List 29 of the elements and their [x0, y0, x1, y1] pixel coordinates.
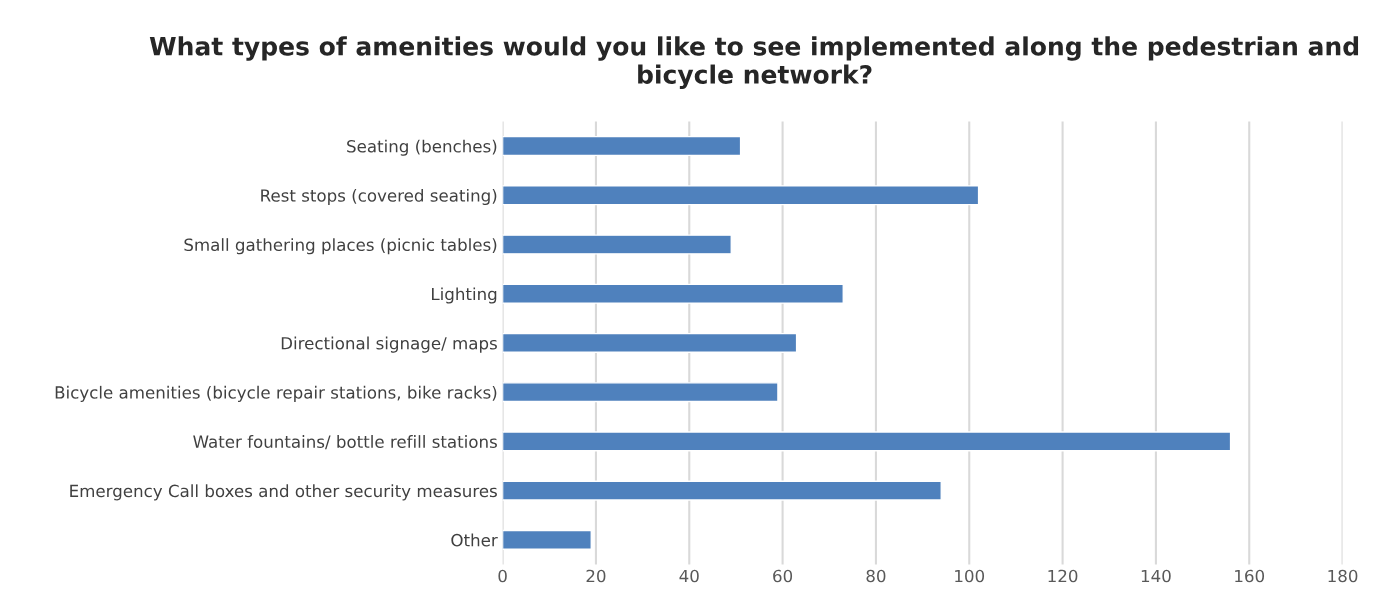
x-tick-label: 180: [1328, 569, 1358, 583]
x-tick-label: 40: [679, 569, 699, 583]
bar: [502, 135, 742, 157]
y-tick-label: Emergency Call boxes and other security measures: [70, 484, 497, 501]
y-tick-label: Rest stops (covered seating): [261, 188, 497, 206]
x-tick-label: 0: [498, 569, 507, 583]
y-tick-label: Seating (benches): [347, 139, 497, 156]
bar: [502, 382, 779, 403]
bar: [502, 332, 798, 354]
bar: [502, 480, 942, 501]
y-tick-label: Bicycle amenities (bicycle repair stations, bike racks): [55, 385, 497, 402]
y-tick-label: Lighting: [432, 287, 497, 304]
x-tick-label: 60: [773, 569, 793, 583]
x-tick-label: 120: [1048, 569, 1078, 583]
x-tick-label: 140: [1141, 569, 1171, 583]
x-tick-label: 80: [866, 569, 886, 583]
bar: [502, 185, 980, 206]
y-tick-label: Directional signage/ maps: [281, 336, 497, 353]
chart-title: What types of amenities would you like to see implemented along the pedestrian and bicycle network?: [149, 36, 1359, 89]
bar: [502, 234, 732, 255]
y-tick-label: Other: [451, 533, 498, 547]
y-tick-label: Water fountains/ bottle refill stations: [193, 435, 497, 450]
x-tick-label: 100: [955, 569, 985, 583]
bar: [502, 431, 1232, 452]
x-tick-label: 20: [586, 569, 606, 583]
bar: [502, 283, 844, 304]
x-tick-label: 160: [1235, 569, 1265, 583]
y-tick-label: Small gathering places (picnic tables): [184, 238, 497, 255]
bar: [502, 529, 592, 550]
